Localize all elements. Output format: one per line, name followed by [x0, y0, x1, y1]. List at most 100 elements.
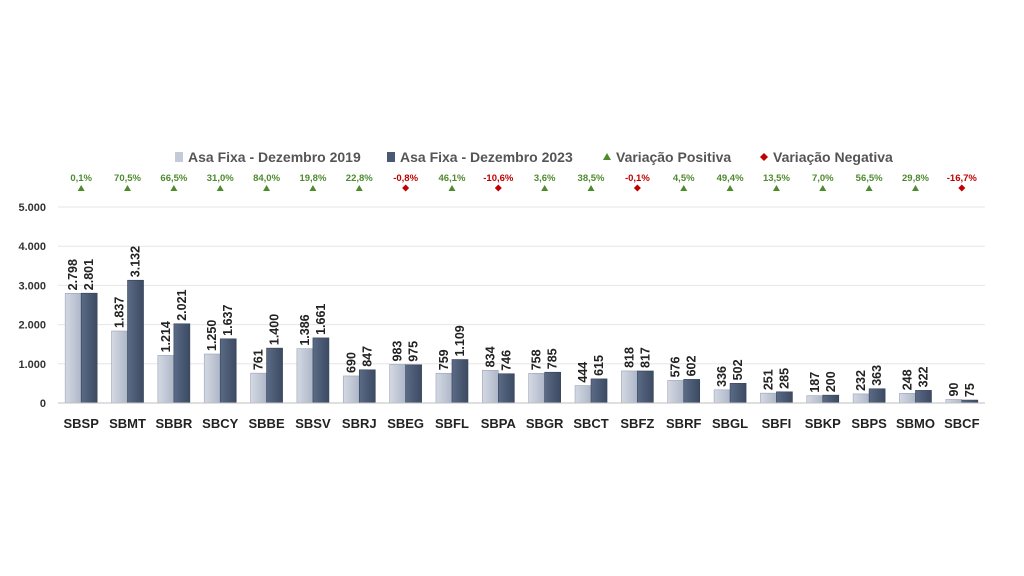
bar-sbsp-2019: [64, 293, 82, 404]
variation-label: 22,8%: [346, 173, 373, 184]
data-label: 200: [824, 371, 838, 392]
data-label: 761: [252, 349, 266, 370]
bar-sbpa-2019: [482, 370, 499, 404]
variation-label: 29,8%: [902, 173, 929, 184]
y-tick-label: 4.000: [18, 241, 46, 253]
diamond-icon: [760, 153, 768, 161]
variation-label: 7,0%: [812, 173, 834, 184]
x-tick-label: SBRF: [666, 416, 701, 431]
data-label: 759: [437, 349, 451, 370]
triangle-up-icon: [865, 185, 873, 191]
data-label: 2.021: [175, 289, 189, 320]
data-label: 3.132: [129, 246, 143, 277]
legend-label: Asa Fixa - Dezembro 2019: [188, 149, 361, 165]
data-label: 834: [483, 346, 497, 367]
data-label: 90: [947, 383, 961, 397]
x-tick-label: SBPA: [481, 416, 517, 431]
x-tick-label: SBEG: [387, 416, 424, 431]
data-label: 248: [900, 369, 914, 390]
bar-sbgl-2023: [729, 383, 747, 404]
gridlines: [58, 206, 985, 365]
data-label: 1.250: [205, 320, 219, 351]
x-tick-label: SBRJ: [342, 416, 377, 431]
y-tick-label: 2.000: [18, 320, 46, 332]
data-label: 502: [731, 359, 745, 380]
variation-label: 4,5%: [673, 173, 695, 184]
triangle-up-icon: [216, 185, 224, 191]
y-tick-label: 5.000: [18, 202, 46, 214]
variation-label: -0,8%: [393, 173, 418, 184]
bar-sbct-2023: [590, 378, 608, 404]
bar-sbbr-2019: [157, 355, 175, 404]
data-label: 232: [854, 370, 868, 391]
bar-sbcf-2019: [945, 399, 963, 404]
bar-sbrj-2023: [358, 369, 376, 404]
x-tick-label: SBMT: [109, 416, 146, 431]
x-tick-label: SBGL: [712, 416, 748, 431]
bar-sbrj-2019: [342, 375, 360, 404]
data-label: 576: [669, 357, 683, 378]
legend-label: Variação Negativa: [773, 149, 893, 165]
bars: [64, 279, 979, 404]
data-label: 336: [715, 366, 729, 387]
triangle-up-icon: [170, 185, 178, 191]
bar-sbeg-2023: [405, 364, 422, 404]
variation-row: 0,1% 70,5% 66,5% 31,0% 84,0% 19,8% 22,8% -0,8% 4…: [70, 173, 977, 192]
bar-sbcy-2019: [203, 353, 221, 404]
bar-sbfi-2019: [760, 392, 777, 404]
x-tick-label: SBFL: [435, 416, 469, 431]
triangle-up-icon: [911, 185, 919, 191]
data-label: 187: [808, 372, 822, 393]
data-label: 1.661: [314, 304, 328, 335]
bar-sbgr-2019: [528, 372, 545, 404]
triangle-up-icon: [603, 153, 611, 160]
triangle-up-icon: [772, 185, 780, 191]
variation-label: 0,1%: [70, 173, 92, 184]
triangle-up-icon: [819, 185, 827, 191]
legend-label: Variação Positiva: [616, 149, 731, 165]
x-tick-label: SBCY: [202, 416, 238, 431]
bar-sbfl-2019: [435, 372, 453, 404]
variation-label: -0,1%: [625, 173, 650, 184]
triangle-up-icon: [541, 185, 549, 191]
bar-sbfl-2023: [451, 359, 469, 404]
legend-square-icon: [175, 152, 183, 162]
bar-sbps-2023: [868, 388, 886, 404]
variation-label: -10,6%: [483, 173, 514, 184]
bar-sbmt-2019: [111, 330, 128, 404]
axes: 0 1.000 2.000 3.000 4.000 5.000 SBSP SBMT SBBR SB…: [18, 202, 985, 431]
x-tick-label: SBBR: [155, 416, 192, 431]
data-label: 2.798: [66, 259, 80, 290]
x-tick-label: SBSV: [295, 416, 331, 431]
x-tick-label: SBMO: [896, 416, 935, 431]
variation-label: 31,0%: [207, 173, 234, 184]
data-label: 690: [344, 352, 358, 373]
triangle-up-icon: [680, 185, 688, 191]
bar-sbbe-2023: [266, 347, 283, 404]
variation-label: 38,5%: [578, 173, 605, 184]
data-label: 1.386: [298, 314, 312, 345]
bar-sbkp-2019: [806, 395, 824, 404]
diamond-icon: [633, 184, 641, 192]
variation-label: 13,5%: [763, 173, 790, 184]
data-label: 2.801: [82, 259, 96, 290]
data-label: 444: [576, 362, 590, 383]
x-tick-label: SBCF: [944, 416, 979, 431]
variation-label: 66,5%: [160, 173, 187, 184]
x-tick-label: SBCT: [573, 416, 608, 431]
bar-sbgr-2023: [544, 371, 561, 404]
data-label: 251: [761, 369, 775, 390]
bar-sbeg-2019: [389, 364, 406, 404]
data-label: 363: [870, 365, 884, 386]
y-tick-label: 1.000: [18, 359, 46, 371]
data-label: 75: [963, 383, 977, 397]
bar-sbmt-2023: [127, 279, 144, 404]
variation-label: 3,6%: [534, 173, 556, 184]
bar-sbmo-2019: [899, 392, 916, 404]
bar-sbkp-2023: [822, 394, 840, 404]
bar-sbps-2019: [852, 393, 870, 404]
variation-label: 56,5%: [856, 173, 883, 184]
variation-label: 19,8%: [299, 173, 326, 184]
variation-label: 49,4%: [717, 173, 744, 184]
legend-label: Asa Fixa - Dezembro 2023: [400, 149, 573, 165]
